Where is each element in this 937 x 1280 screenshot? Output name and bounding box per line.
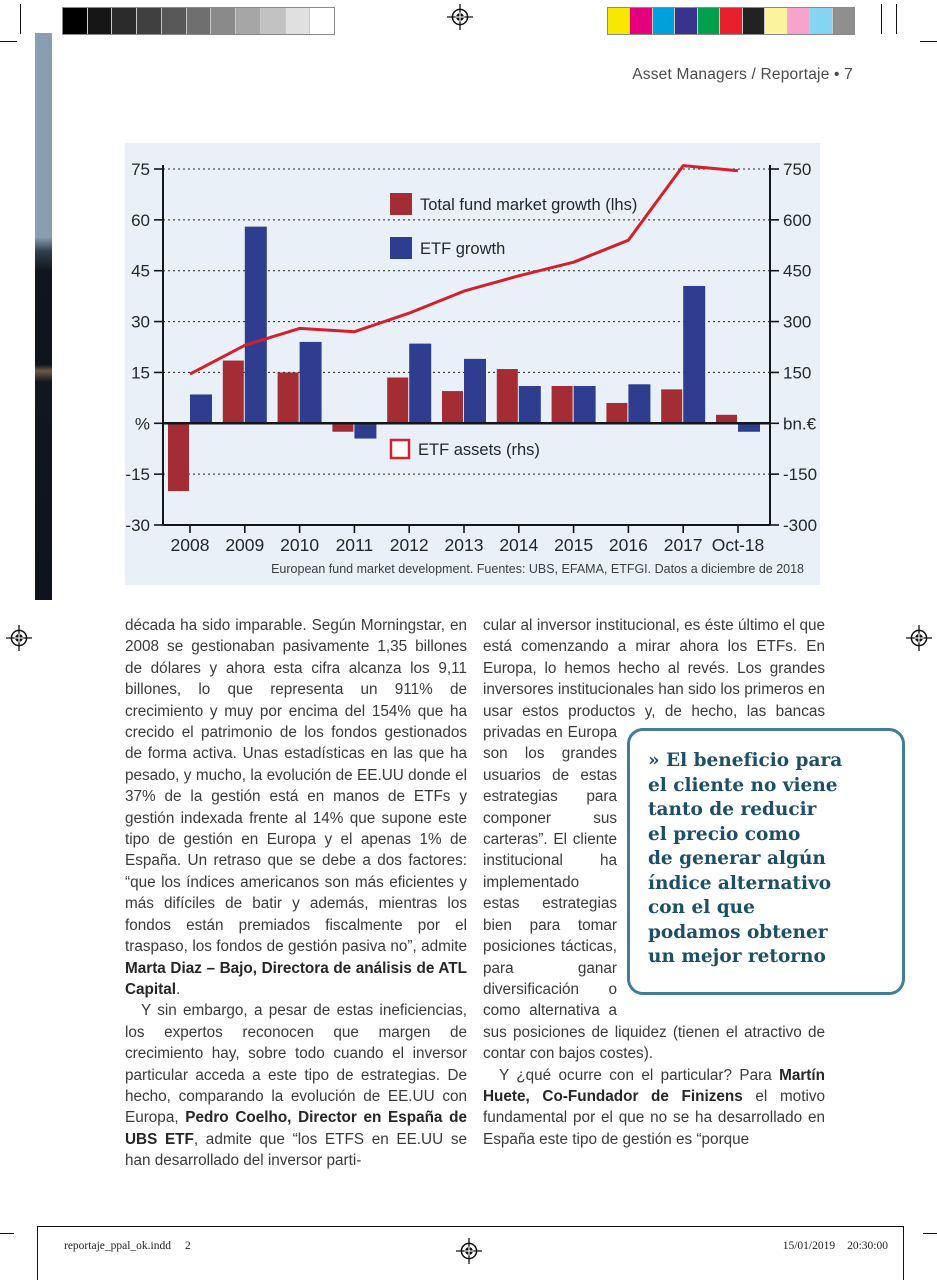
svg-text:2012: 2012 — [390, 535, 429, 555]
grayscale-swatch — [309, 8, 335, 34]
crop-mark — [920, 41, 937, 42]
grayscale-swatch — [284, 8, 310, 34]
footer-time-text: 20:30:00 — [847, 1240, 888, 1252]
text-run: cular al inversor institucional, es éste… — [483, 617, 825, 720]
svg-text:2008: 2008 — [171, 535, 210, 555]
grayscale-swatch — [63, 8, 87, 34]
registration-mark-icon — [447, 4, 473, 30]
footer-file-text: reportaje_ppal_ok.indd — [64, 1240, 171, 1252]
crop-mark — [896, 4, 897, 34]
color-swatch — [696, 8, 720, 34]
svg-text:45: 45 — [131, 262, 150, 281]
bold-text-run: Pedro Coelho, Director en España de UBS … — [125, 1109, 467, 1148]
footer-filename: reportaje_ppal_ok.indd 2 — [64, 1240, 191, 1252]
pull-quote-text: » El beneficio para el cliente no viene ta… — [648, 750, 843, 968]
crop-mark — [0, 1233, 14, 1234]
svg-text:2014: 2014 — [499, 535, 538, 555]
svg-text:-15: -15 — [125, 465, 150, 484]
grayscale-swatch — [86, 8, 112, 34]
registration-mark-icon — [456, 1238, 482, 1264]
text-run: década ha sido imparable. Según Mornings… — [125, 617, 467, 956]
paragraph: década ha sido imparable. Según Mornings… — [125, 615, 467, 1000]
paragraph: Y ¿qué ocurre con el particular? Para Ma… — [483, 1065, 825, 1151]
bold-text-run: Marta Diaz – Bajo, Directora de análisis… — [125, 959, 467, 998]
color-swatch — [674, 8, 697, 34]
color-swatch — [786, 8, 810, 34]
color-swatch — [741, 8, 765, 34]
grayscale-swatch — [210, 8, 236, 34]
footer-date-text: 15/01/2019 — [782, 1240, 836, 1252]
article-column-1: década ha sido imparable. Según Mornings… — [125, 615, 467, 1172]
svg-text:750: 750 — [783, 160, 811, 179]
footer-frame-line — [37, 1226, 38, 1280]
text-run: Y sin embargo, a pesar de estas ineficie… — [125, 1002, 467, 1127]
grayscale-swatch — [160, 8, 186, 34]
grayscale-swatch — [185, 8, 211, 34]
svg-text:2011: 2011 — [336, 535, 374, 555]
footer-timestamp: 15/01/2019 20:30:00 — [783, 1240, 888, 1252]
svg-text:15: 15 — [131, 363, 150, 382]
footer-frame-line — [37, 1226, 903, 1227]
grayscale-calibration-strip — [62, 7, 335, 35]
facing-page-photo-bleed — [35, 33, 52, 600]
footer-page-number: 2 — [184, 1240, 191, 1252]
color-swatch — [764, 8, 787, 34]
svg-text:600: 600 — [783, 211, 811, 230]
paragraph: Y sin embargo, a pesar de estas ineficie… — [125, 1000, 467, 1171]
text-run: Y ¿qué ocurre con el particular? Para — [499, 1066, 780, 1084]
svg-text:2016: 2016 — [609, 535, 648, 555]
svg-text:75: 75 — [131, 160, 150, 179]
svg-text:2010: 2010 — [280, 535, 319, 555]
chart-caption: European fund market development. Fuente… — [271, 562, 804, 576]
article-column-2: cular al inversor institucional, es éste… — [483, 615, 905, 1151]
chart-svg: 75 60 45 30 15% -15 -30 750 600 450 300 150 bn.€ -150… — [125, 160, 817, 555]
svg-text:150: 150 — [783, 363, 811, 382]
text-run: , admite que “los ETFS en EE.UU se han d… — [125, 1130, 467, 1170]
grayscale-swatch — [235, 8, 260, 34]
registration-mark-icon — [6, 625, 32, 651]
crop-mark — [881, 4, 882, 34]
text-run: . — [176, 980, 181, 998]
svg-text:-300: -300 — [783, 516, 817, 535]
svg-text:-30: -30 — [125, 516, 150, 535]
svg-text:30: 30 — [131, 313, 150, 332]
svg-text:bn.€: bn.€ — [783, 414, 817, 433]
color-swatch — [719, 8, 742, 34]
color-swatch — [809, 8, 832, 34]
grayscale-swatch — [136, 8, 161, 34]
crop-mark — [0, 41, 17, 42]
svg-text:450: 450 — [783, 262, 811, 281]
svg-text:ETF growth: ETF growth — [420, 240, 505, 258]
pull-quote-box: » El beneficio para el cliente no viene ta… — [627, 728, 905, 995]
svg-text:2017: 2017 — [664, 535, 703, 555]
svg-text:%: % — [135, 414, 150, 433]
svg-text:2009: 2009 — [225, 535, 264, 555]
registration-mark-icon — [906, 625, 932, 651]
svg-text:300: 300 — [783, 313, 811, 332]
text-run: bancas privadas en Europa son los grande… — [483, 702, 825, 1063]
grayscale-swatch — [111, 8, 137, 34]
color-swatch — [608, 8, 630, 34]
svg-text:Oct-18: Oct-18 — [712, 535, 765, 555]
color-swatch — [629, 8, 652, 34]
svg-text:60: 60 — [131, 211, 150, 230]
bold-text-run: Martín Huete, Co-Fundador de Finizens — [483, 1066, 825, 1105]
svg-text:2013: 2013 — [445, 535, 484, 555]
grayscale-swatch — [259, 8, 285, 34]
svg-text:-150: -150 — [783, 465, 817, 484]
color-swatch — [831, 8, 854, 34]
footer-frame-line — [903, 1226, 904, 1280]
chart: 75 60 45 30 15% -15 -30 750 600 450 300 150 bn.€ -150… — [125, 143, 820, 585]
svg-text:2015: 2015 — [554, 535, 593, 555]
text-run: el motivo fundamental por el que no se h… — [483, 1087, 825, 1148]
page-header: Asset Managers / Reportaje • 7 — [632, 66, 853, 83]
color-swatch — [651, 8, 675, 34]
crop-mark — [20, 4, 21, 34]
svg-text:ETF assets (rhs): ETF assets (rhs) — [418, 441, 540, 459]
crop-mark — [923, 1233, 937, 1234]
color-calibration-strip — [607, 7, 855, 35]
svg-text:Total fund market growth (lhs): Total fund market growth (lhs) — [420, 196, 637, 214]
paragraph: cular al inversor institucional, es éste… — [483, 615, 905, 1065]
